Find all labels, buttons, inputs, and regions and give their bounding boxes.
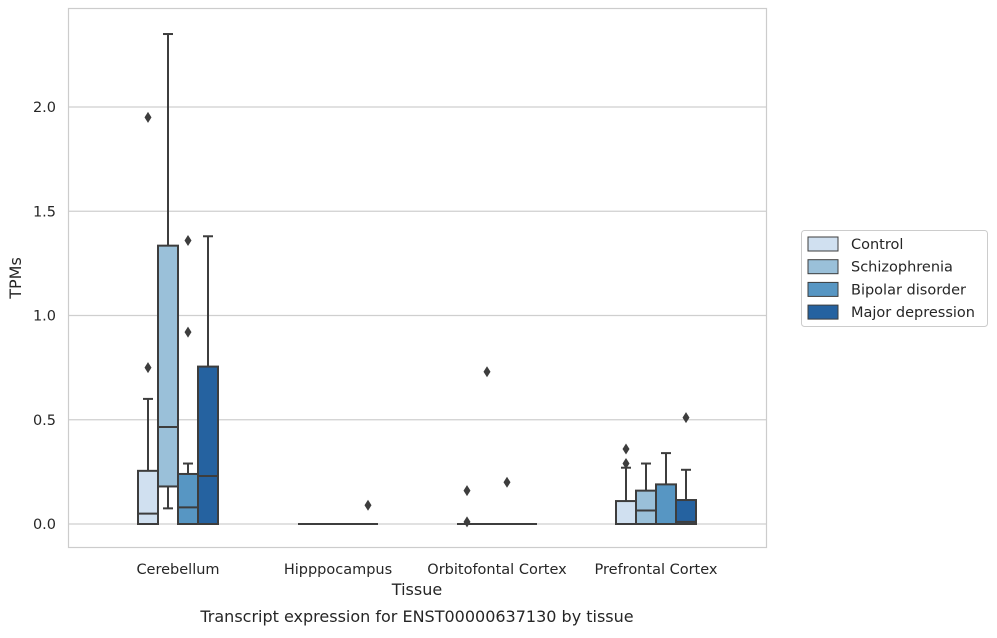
legend-label: Control	[851, 237, 903, 253]
outlier-point	[483, 366, 491, 378]
box-group	[477, 366, 497, 525]
box-group	[358, 499, 378, 525]
box-layer	[137, 33, 697, 528]
y-tick-label: 1.0	[33, 309, 56, 325]
legend: Control Schizophrenia Bipolar disorder Majo…	[801, 230, 988, 327]
outlier-point	[184, 326, 192, 338]
box-body	[615, 500, 637, 526]
box-body	[137, 469, 159, 525]
tick-layer: 0.0 0.5 1.0 1.5 2.0 Cerebellum Hipppocampus Orb…	[33, 100, 718, 578]
plot-area-frame	[67, 7, 768, 549]
y-axis-label: TPMs	[6, 257, 25, 300]
y-tick-label: 1.5	[33, 204, 56, 220]
outlier-point	[184, 234, 192, 246]
legend-swatch	[807, 259, 839, 275]
box-body	[675, 499, 697, 525]
box-body	[177, 472, 199, 525]
legend-frame	[801, 230, 988, 327]
box-group	[457, 485, 477, 528]
outlier-point	[682, 412, 690, 424]
x-tick-label: Prefrontal Cortex	[595, 562, 718, 578]
box-body	[157, 244, 179, 488]
box-group	[137, 111, 159, 525]
legend-swatch	[807, 281, 839, 297]
box-group	[655, 452, 677, 526]
box-group	[497, 476, 517, 525]
box-body	[635, 489, 657, 526]
y-tick-label: 0.0	[33, 517, 56, 533]
legend-swatch	[807, 304, 839, 320]
outlier-point	[503, 476, 511, 488]
outlier-point	[144, 111, 152, 123]
y-tick-label: 0.5	[33, 413, 56, 429]
outlier-point	[463, 485, 471, 497]
outlier-point	[622, 458, 630, 470]
legend-swatch	[807, 236, 839, 252]
outlier-point	[364, 499, 372, 511]
x-tick-label: Hipppocampus	[284, 562, 392, 578]
x-tick-label: Cerebellum	[136, 562, 219, 578]
legend-label: Bipolar disorder	[851, 282, 966, 298]
chart-caption: Transcript expression for ENST0000063713…	[199, 607, 633, 626]
box-group	[157, 33, 179, 510]
box-group	[197, 235, 219, 525]
legend-label: Schizophrenia	[851, 260, 953, 276]
legend-label: Major depression	[851, 305, 975, 321]
box-group	[635, 462, 657, 526]
x-axis-label: Tissue	[391, 580, 442, 599]
outlier-point	[622, 443, 630, 455]
box-group	[675, 412, 697, 525]
y-tick-label: 2.0	[33, 100, 56, 116]
box-body	[197, 365, 219, 525]
box-group	[177, 234, 199, 525]
outlier-point	[144, 362, 152, 374]
box-body	[655, 483, 677, 526]
box-group	[615, 443, 637, 526]
x-tick-label: Orbitofontal Cortex	[427, 562, 567, 578]
outlier-point	[463, 516, 471, 528]
